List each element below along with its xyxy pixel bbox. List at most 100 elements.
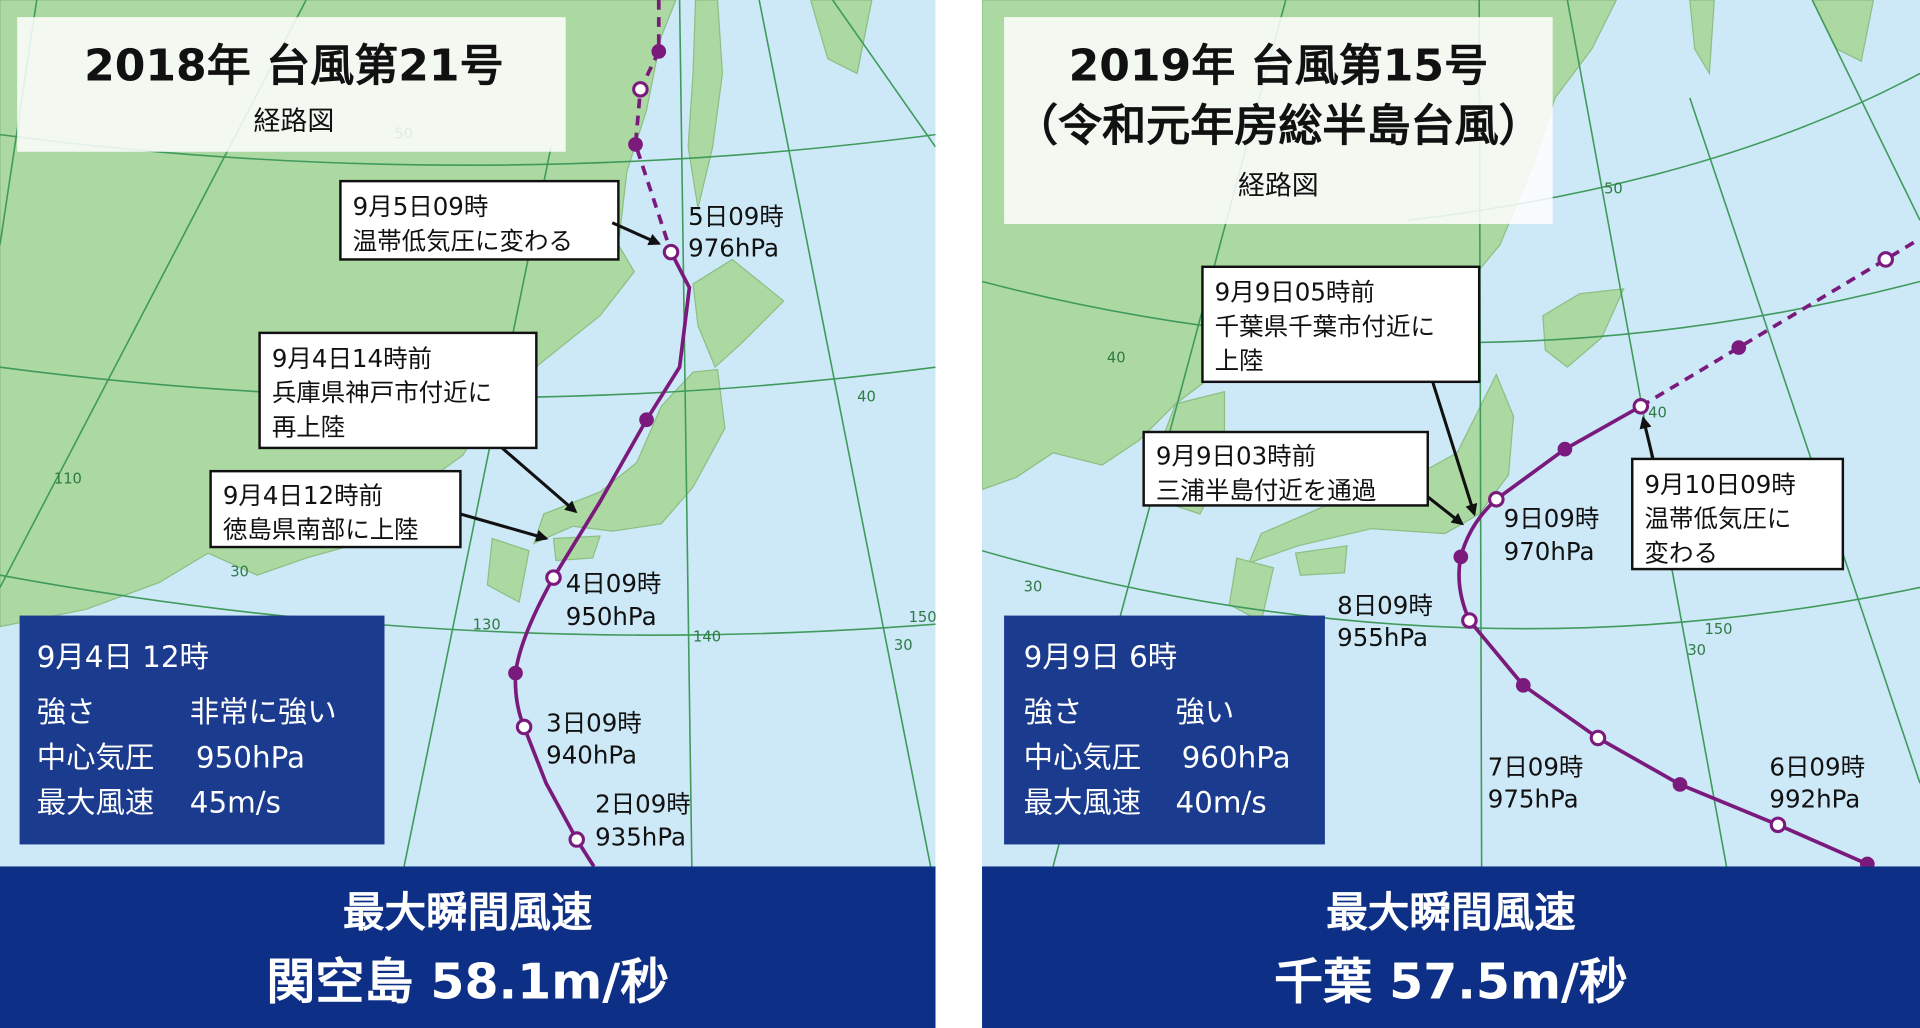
track-markers	[1453, 251, 1894, 872]
honshu	[532, 368, 726, 545]
open-marker	[545, 569, 562, 586]
annotation-box	[1631, 457, 1845, 571]
grid-label: 50	[1604, 181, 1623, 198]
point-pressure: 950hPa	[566, 602, 657, 631]
grid-label: 30	[894, 637, 913, 654]
annotation: 徳島県南部に上陸	[223, 515, 419, 544]
open-marker	[568, 831, 586, 848]
arrow	[459, 512, 549, 542]
grid-label: 140	[693, 629, 721, 646]
info-datetime: 9月4日 12時	[37, 640, 209, 674]
annotation-box	[258, 331, 538, 450]
info-box	[19, 615, 385, 845]
grid-label: 30	[230, 564, 249, 581]
info-label: 最大風速	[37, 786, 154, 820]
info-label: 強さ	[37, 695, 96, 729]
annotation: 9月4日14時前	[272, 344, 432, 373]
open-marker	[1877, 251, 1894, 268]
grid-label: 150	[1704, 621, 1732, 638]
info-value: 45m/s	[190, 786, 281, 820]
filled-marker	[628, 137, 643, 152]
annotation: 9月9日05時前	[1215, 278, 1375, 307]
point-time: 2日09時	[595, 789, 691, 818]
open-marker	[515, 718, 533, 736]
info-label: 中心気圧	[1024, 740, 1141, 774]
longitude-line	[1689, 97, 1920, 784]
kamchatka	[809, 0, 873, 75]
continent	[0, 0, 677, 628]
latitude-line	[0, 574, 936, 636]
annotation: 9月4日12時前	[223, 481, 383, 510]
arrow	[1431, 381, 1478, 517]
annotation: 変わる	[1644, 538, 1717, 567]
grid-label: 130	[473, 616, 501, 633]
subtitle: （令和元年房総半島台風）	[1014, 101, 1543, 152]
caption: 経路図	[253, 106, 334, 137]
info-value: 非常に強い	[190, 695, 337, 729]
point-time: 7日09時	[1488, 753, 1584, 782]
open-marker	[662, 243, 680, 261]
arrow	[611, 221, 662, 246]
point-pressure: 976hPa	[688, 234, 779, 263]
annotation-box	[1201, 265, 1481, 384]
shikoku	[552, 535, 601, 562]
filled-marker	[1453, 549, 1469, 565]
longitude-line	[832, 0, 936, 148]
longitude-line	[1811, 0, 1920, 221]
open-marker	[1589, 729, 1607, 747]
left-map: 50 40 110 30 130 140 150 30	[0, 0, 937, 1028]
grid-label: 30	[1024, 578, 1043, 595]
annotation: 9月10日09時	[1644, 470, 1795, 499]
grid-label: 30	[1687, 642, 1706, 659]
open-marker	[1461, 612, 1478, 629]
annotation: 9月9日03時前	[1156, 442, 1316, 471]
longitude-line	[758, 0, 932, 867]
longitude-line	[678, 0, 693, 867]
point-time: 5日09時	[688, 202, 784, 231]
annotation-box	[1142, 430, 1429, 507]
banner-heading: 最大瞬間風速	[343, 887, 593, 936]
grid-label: 150	[909, 609, 937, 626]
honshu	[1247, 373, 1515, 564]
banner	[982, 866, 1920, 1028]
sakhalin	[1689, 0, 1715, 76]
annotation-box	[209, 469, 462, 549]
arrow	[1639, 416, 1655, 460]
point-pressure: 992hPa	[1769, 784, 1860, 813]
track-extratropical	[1639, 237, 1920, 408]
annotation: 温帯低気圧に変わる	[353, 226, 573, 255]
info-value: 強い	[1176, 695, 1235, 729]
arrow	[501, 446, 578, 514]
info-value: 40m/s	[1176, 786, 1267, 820]
filled-marker	[651, 44, 667, 59]
grid-label: 40	[857, 389, 876, 406]
info-value: 950hPa	[196, 740, 305, 774]
filled-marker	[1731, 340, 1747, 355]
annotation: 兵庫県神戸市付近に	[272, 378, 492, 407]
title-box	[17, 17, 566, 152]
point-time: 6日09時	[1769, 753, 1865, 782]
filled-marker	[1515, 677, 1531, 693]
info-box	[1004, 615, 1325, 845]
info-value: 960hPa	[1182, 740, 1291, 774]
point-time: 9日09時	[1504, 504, 1600, 533]
kyushu	[486, 537, 530, 604]
info-label: 中心気圧	[37, 740, 154, 774]
annotation: 千葉県千葉市付近に	[1215, 312, 1435, 341]
point-pressure: 970hPa	[1504, 537, 1595, 566]
open-marker	[1769, 816, 1787, 834]
annotation: 9月5日09時	[353, 192, 489, 221]
open-marker	[1632, 398, 1650, 415]
banner-value: 関空島 58.1m/秒	[266, 954, 669, 1011]
info-label: 強さ	[1024, 695, 1083, 729]
banner	[0, 866, 936, 1028]
annotation: 三浦半島付近を通過	[1156, 476, 1376, 505]
grid-label: 40	[1648, 405, 1667, 422]
track-markers	[508, 44, 680, 848]
point-pressure: 975hPa	[1488, 784, 1579, 813]
hokkaido	[1542, 288, 1625, 368]
grid-label: 110	[54, 471, 82, 488]
title: 2018年 台風第21号	[84, 41, 504, 92]
